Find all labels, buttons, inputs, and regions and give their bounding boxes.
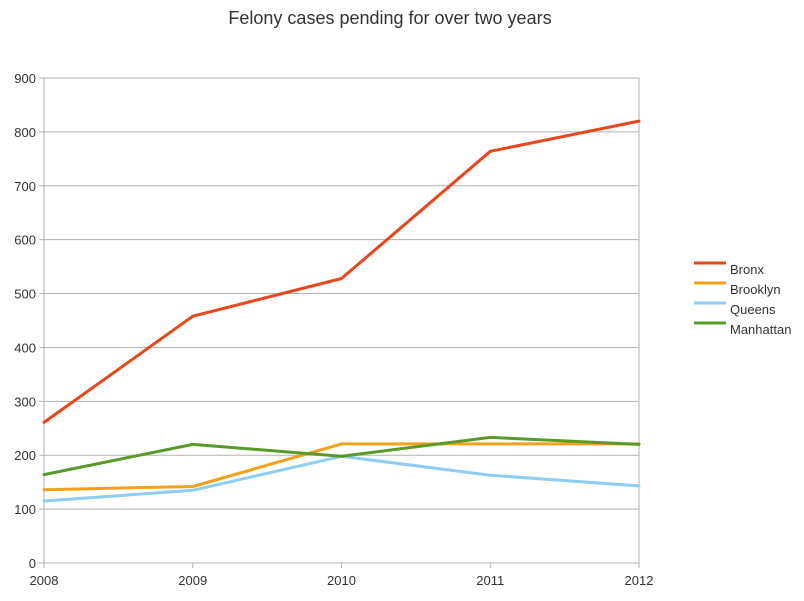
x-tick-label: 2009 xyxy=(178,573,207,588)
chart-title: Felony cases pending for over two years xyxy=(228,8,551,28)
series-line-bronx xyxy=(42,119,641,424)
y-tick-label: 200 xyxy=(14,448,36,463)
legend: Bronx Brooklyn Queens Manhattan xyxy=(694,261,791,337)
series-lines xyxy=(42,119,641,503)
series-line-brooklyn xyxy=(42,442,641,492)
plot-frame xyxy=(43,77,640,564)
y-tick-label: 700 xyxy=(14,179,36,194)
x-tick-label: 2008 xyxy=(30,573,59,588)
series-line-queens xyxy=(42,454,641,503)
legend-label-bronx: Bronx xyxy=(730,262,764,277)
x-tick-label: 2012 xyxy=(625,573,654,588)
legend-label-brooklyn: Brooklyn xyxy=(730,282,781,297)
y-tick-label: 900 xyxy=(14,71,36,86)
x-tick-label: 2010 xyxy=(327,573,356,588)
gridlines xyxy=(39,77,639,564)
y-tick-label: 300 xyxy=(14,394,36,409)
y-axis-ticks: 0 100 200 300 400 500 600 700 800 900 xyxy=(14,71,36,571)
y-tick-label: 100 xyxy=(14,502,36,517)
y-tick-label: 600 xyxy=(14,233,36,248)
axes xyxy=(43,77,640,564)
legend-label-manhattan: Manhattan xyxy=(730,322,791,337)
y-tick-label: 400 xyxy=(14,340,36,355)
y-tick-label: 500 xyxy=(14,287,36,302)
x-tick-label: 2011 xyxy=(476,573,504,588)
y-tick-label: 800 xyxy=(14,125,36,140)
legend-label-queens: Queens xyxy=(730,302,776,317)
x-axis-ticks: 2008 2009 2010 2011 2012 xyxy=(30,563,654,588)
y-tick-label: 0 xyxy=(29,556,36,571)
series-line-manhattan xyxy=(42,435,641,477)
